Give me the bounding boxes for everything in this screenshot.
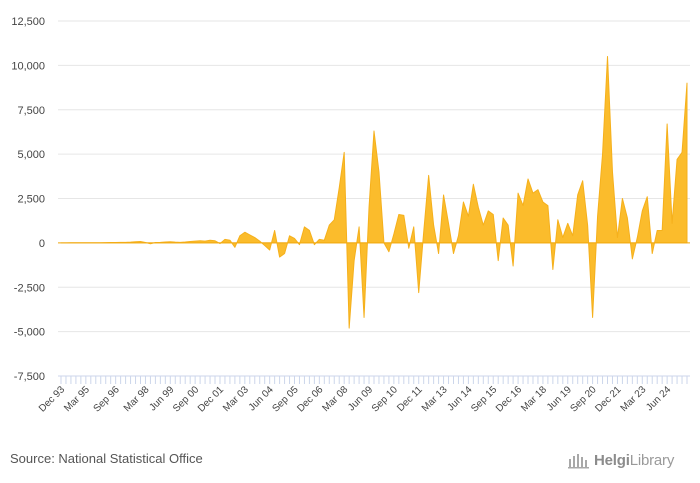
x-tick-label: Mar 23	[619, 384, 649, 414]
x-tick-label: Sep 20	[569, 384, 599, 414]
x-tick-label: Mar 95	[62, 384, 92, 414]
y-tick-label: 10,000	[11, 60, 45, 72]
y-tick-label: 5,000	[17, 149, 45, 161]
x-axis	[58, 375, 690, 384]
logo-suffix: Library	[629, 451, 675, 469]
x-tick-label: Sep 10	[370, 384, 400, 414]
x-tick-label: Sep 96	[92, 384, 122, 414]
series-area	[60, 56, 688, 329]
x-tick-label: Sep 05	[270, 384, 300, 414]
x-tick-label: Dec 11	[395, 384, 425, 414]
x-tick-label: Sep 00	[171, 384, 201, 414]
y-tick-label: 7,500	[17, 105, 45, 117]
x-tick-label: Mar 13	[420, 384, 450, 414]
x-tick-label: Mar 18	[519, 384, 549, 414]
x-tick-label: Mar 08	[321, 384, 351, 414]
x-tick-label: Sep 15	[469, 384, 499, 414]
logo-text: HelgiLibrary	[594, 452, 674, 469]
x-tick-label: Mar 98	[122, 384, 152, 414]
y-axis-ticks: 12,500 10,000 7,500 5,000 2,500 0 -2,500 -5,000…	[11, 16, 45, 383]
x-tick-label: Dec 16	[494, 384, 524, 414]
y-tick-label: 2,500	[17, 194, 45, 206]
y-tick-label: -2,500	[14, 282, 45, 294]
x-tick-label: Dec 93	[37, 384, 67, 414]
x-tick-label: Mar 03	[221, 384, 251, 414]
x-tick-label: Dec 01	[196, 384, 226, 414]
helgilibrary-logo[interactable]: HelgiLibrary	[568, 449, 692, 471]
y-tick-label: -7,500	[14, 371, 45, 383]
source-note: Source: National Statistical Office	[10, 451, 203, 466]
x-tick-label: Jun 24	[644, 384, 673, 413]
library-logo-icon	[568, 454, 589, 469]
y-tick-label: 12,500	[11, 16, 45, 28]
logo-prefix: Helgi	[594, 451, 630, 469]
x-tick-label: Dec 06	[295, 384, 325, 414]
y-tick-label: 0	[39, 238, 45, 250]
y-tick-label: -5,000	[14, 327, 45, 339]
x-tick-label: Dec 21	[593, 384, 623, 414]
